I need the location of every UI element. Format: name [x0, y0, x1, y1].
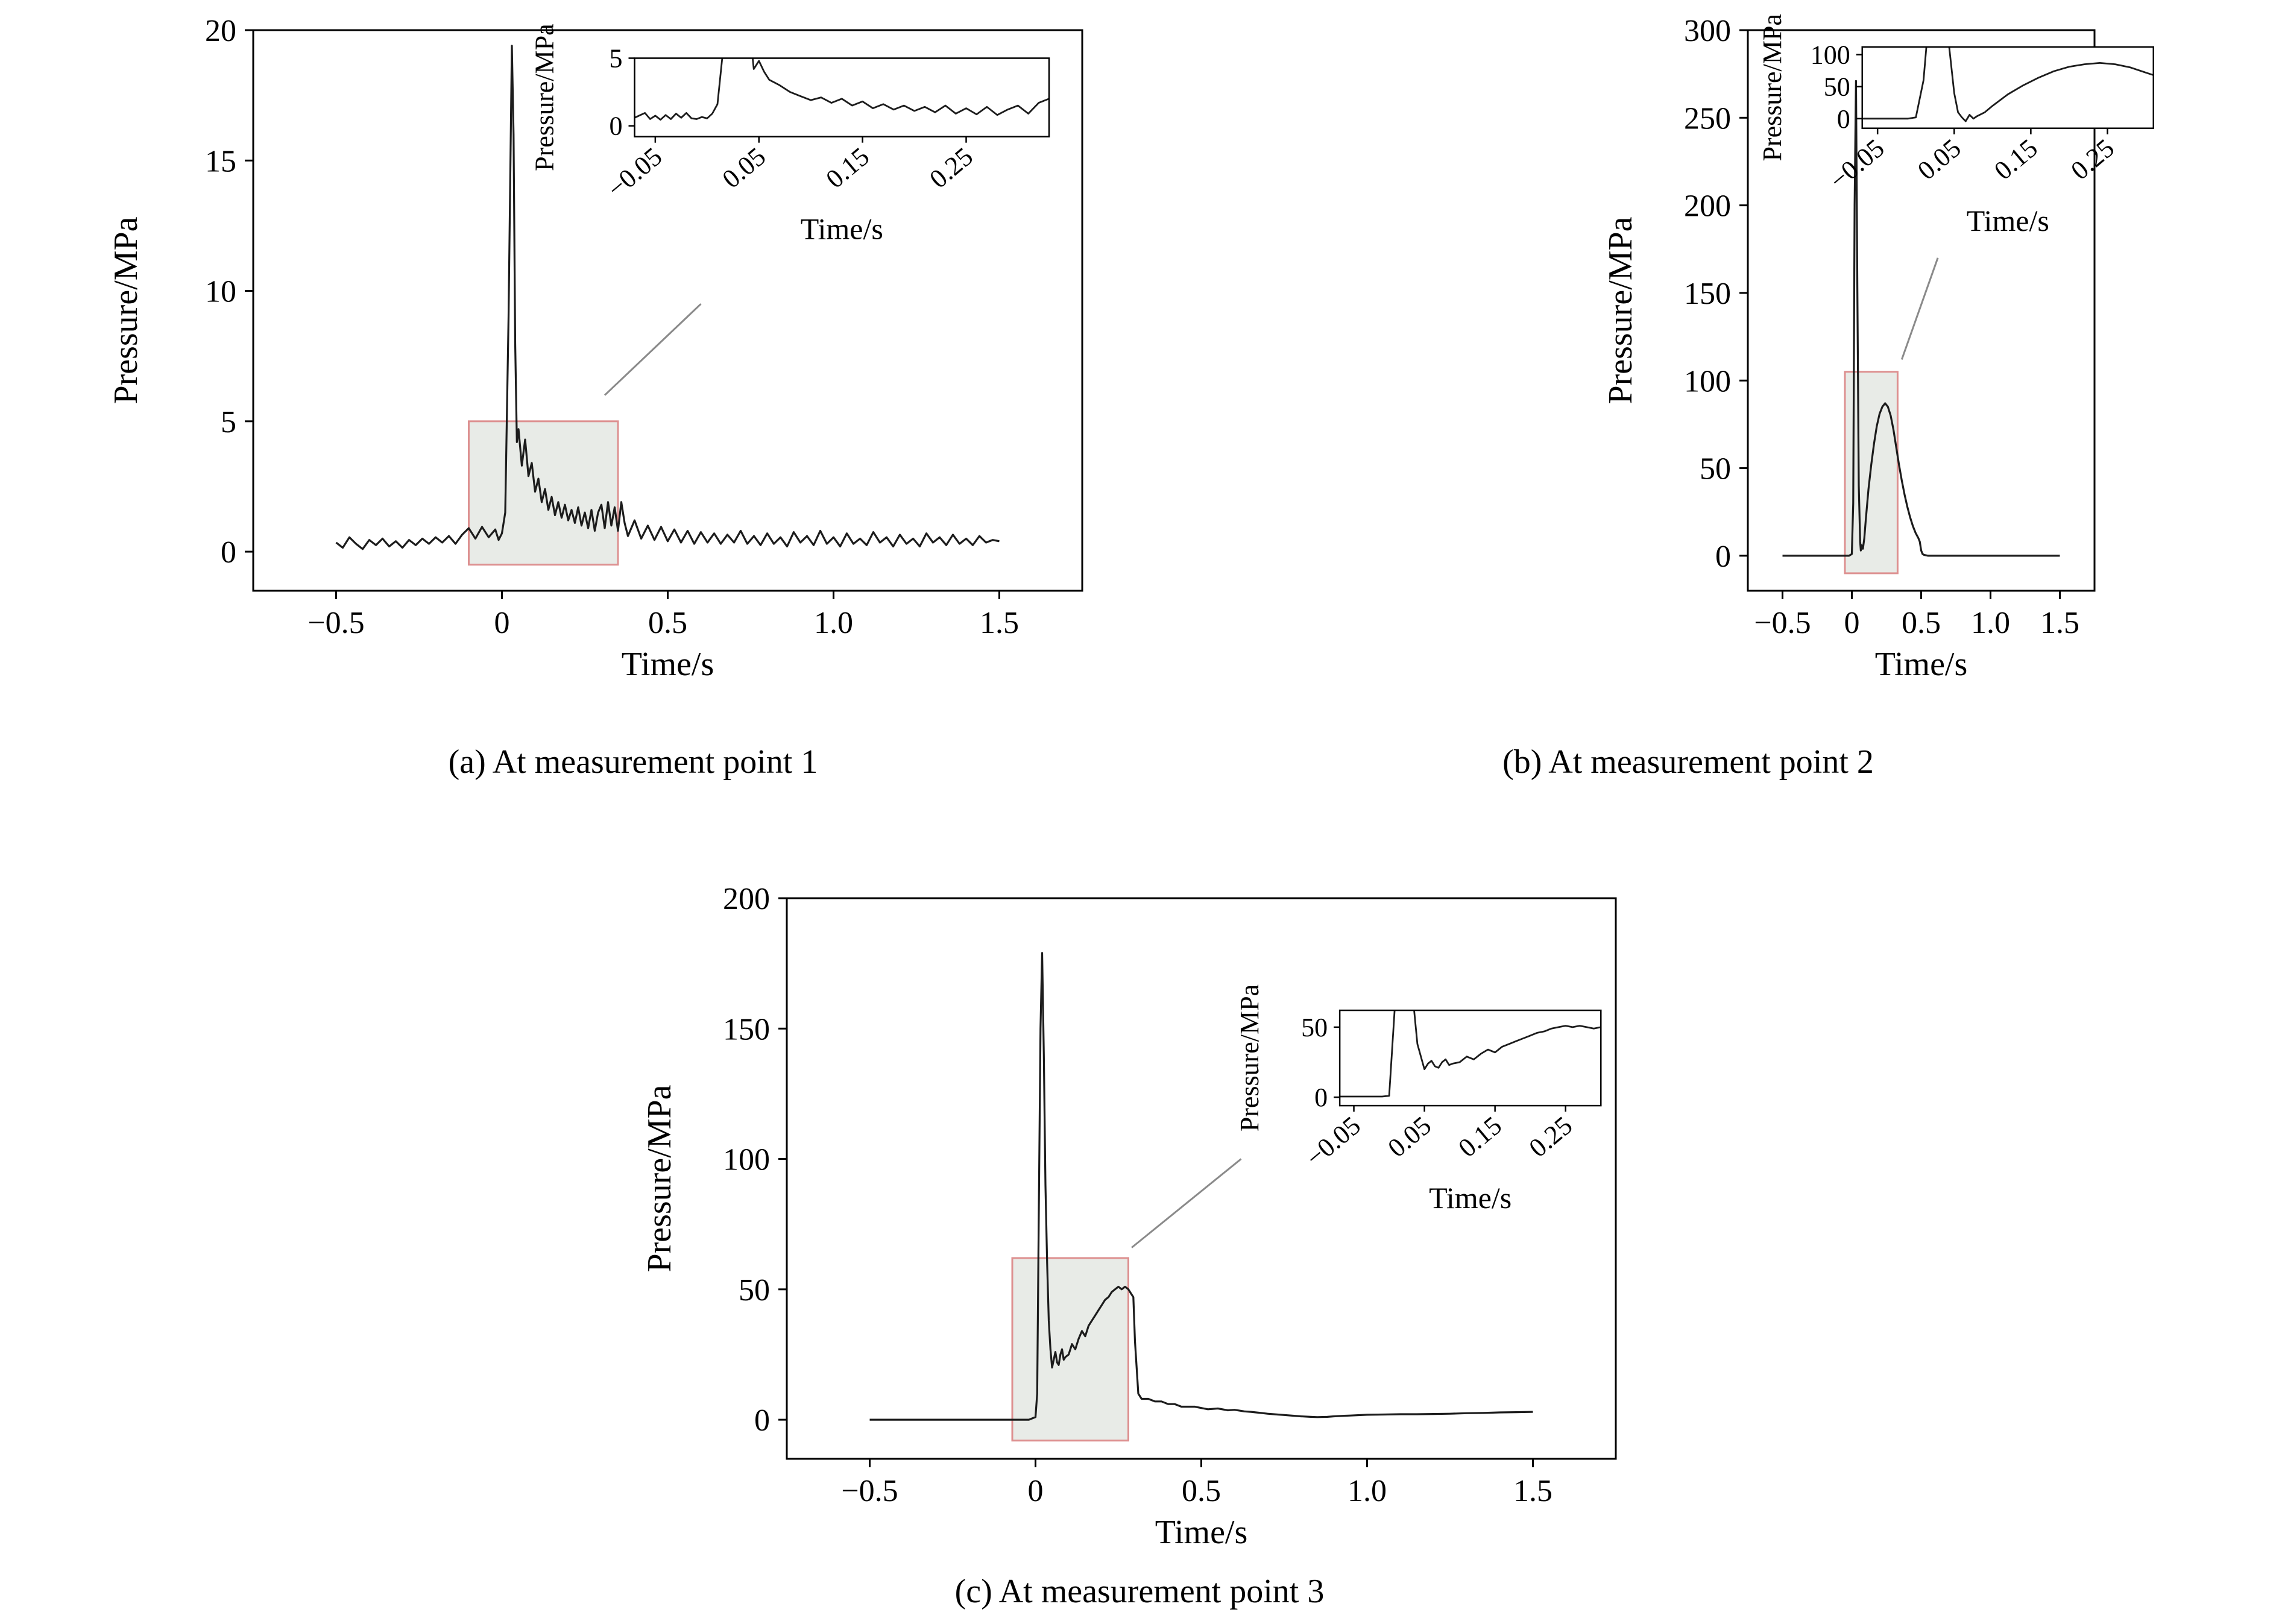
inset-y-tick-label: 50 — [1824, 72, 1850, 102]
x-tick-label: 1.5 — [1513, 1474, 1552, 1508]
caption-a: (a) At measurement point 1 — [448, 743, 818, 781]
inset-x-tick-label: −0.05 — [602, 142, 668, 204]
y-tick-label: 200 — [723, 882, 770, 916]
inset-y-tick-label: 0 — [610, 112, 623, 141]
inset-x-tick-label: −0.05 — [1300, 1110, 1366, 1172]
inset-x-tick-label: 0.25 — [924, 142, 978, 194]
chart-a: −0.5 0 0.5 1.0 1.5 0 5 10 15 20 Time/s Pressure/MPa… — [107, 14, 1083, 681]
axis-box — [786, 897, 1617, 1460]
x-tick-label: 1.5 — [2040, 606, 2079, 640]
inset-pressure-curve — [1340, 1010, 1601, 1098]
inset-y-axis-label: Pressure/MPa — [1757, 14, 1787, 161]
x-tick-label: 0 — [494, 606, 510, 640]
y-tick-label: 250 — [1684, 101, 1731, 136]
inset-y-tick-label: 0 — [1314, 1083, 1328, 1112]
x-tick-label: 1.0 — [1971, 606, 2010, 640]
y-tick-label: 100 — [1684, 364, 1731, 398]
y-axis-label: Pressure/MPa — [107, 216, 145, 404]
x-tick-label: 0 — [1844, 606, 1860, 640]
chart-c: −0.5 0 0.5 1.0 1.5 0 50 100 150 200 Time/s Pressure… — [641, 882, 1617, 1549]
panel-c: −0.5 0 0.5 1.0 1.5 0 50 100 150 200 Time/s Pressure… — [627, 874, 1652, 1549]
inset-x-axis-label: Time/s — [1967, 204, 2049, 238]
inset-axis-box — [634, 57, 1050, 137]
zoom-connector-line — [1900, 257, 1939, 360]
y-tick-label: 10 — [205, 275, 236, 309]
inset-pressure-curve — [1862, 46, 2154, 122]
inset-y-tick-label: 50 — [1301, 1013, 1328, 1042]
x-axis-label: Time/s — [1155, 1514, 1248, 1549]
pressure-curve — [1782, 80, 2060, 557]
inset-y-tick-label: 0 — [1837, 104, 1850, 134]
x-tick-label: 0.5 — [1182, 1474, 1221, 1508]
inset-x-tick-label: 0.15 — [1988, 133, 2043, 186]
inset-x-axis-label: Time/s — [801, 212, 883, 246]
y-tick-label: 50 — [1700, 452, 1731, 486]
inset-y-axis-label: Pressure/MPa — [1235, 984, 1264, 1131]
y-tick-label: 0 — [1715, 540, 1731, 574]
y-tick-label: 50 — [739, 1273, 770, 1308]
x-tick-label: −0.5 — [841, 1474, 898, 1508]
x-tick-label: 1.0 — [814, 606, 853, 640]
panel-b: −0.5 0 0.5 1.0 1.5 0 50 100 150 200 250 300 Time/s Pr… — [1588, 6, 2191, 681]
zoom-connector-line — [1131, 1158, 1242, 1248]
chart-b: −0.5 0 0.5 1.0 1.5050100150200250300Time/sPr… — [1602, 14, 2154, 681]
x-tick-label: −0.5 — [1754, 606, 1811, 640]
caption-b: (b) At measurement point 2 — [1502, 743, 1874, 781]
zoom-connector-line — [604, 303, 702, 396]
inset-x-tick-label: 0.15 — [821, 142, 875, 194]
inset-axis-box — [1861, 46, 2154, 130]
y-tick-label: 15 — [205, 144, 236, 178]
y-axis-label: Pressure/MPa — [641, 1084, 678, 1272]
y-tick-label: 100 — [723, 1143, 770, 1177]
y-tick-label: 150 — [723, 1012, 770, 1046]
inset-y-axis-label: Pressure/MPa — [530, 24, 560, 171]
panel-a: −0.5 0 0.5 1.0 1.5 0 5 10 15 20 Time/s Pressure/MPa… — [93, 6, 1118, 681]
pressure-curve — [335, 45, 1000, 550]
x-axis-label: Time/s — [1875, 646, 1968, 681]
inset-x-tick-label: 0.05 — [717, 142, 771, 194]
x-axis-label: Time/s — [622, 646, 714, 681]
x-tick-label: −0.5 — [307, 606, 364, 640]
caption-c: (c) At measurement point 3 — [954, 1573, 1325, 1610]
y-axis-label: Pressure/MPa — [1602, 216, 1639, 404]
inset-x-tick-label: 0.05 — [1382, 1110, 1437, 1163]
y-tick-label: 0 — [754, 1403, 770, 1438]
inset-x-tick-label: 0.25 — [2065, 133, 2119, 186]
inset-x-tick-label: 0.25 — [1524, 1110, 1578, 1163]
inset-pressure-curve — [634, 58, 1049, 121]
x-tick-label: 1.5 — [980, 606, 1019, 640]
x-tick-label: 0.5 — [648, 606, 687, 640]
y-tick-label: 20 — [205, 14, 236, 48]
inset-background — [1862, 46, 2154, 128]
y-tick-label: 300 — [1684, 14, 1731, 48]
x-tick-label: 0 — [1028, 1474, 1044, 1508]
y-tick-label: 0 — [221, 535, 236, 570]
y-tick-label: 5 — [221, 405, 236, 439]
inset-background — [634, 58, 1049, 137]
x-tick-label: 1.0 — [1348, 1474, 1387, 1508]
x-tick-label: 0.5 — [1902, 606, 1941, 640]
inset-x-tick-label: 0.15 — [1453, 1110, 1507, 1163]
inset-y-tick-label: 100 — [1811, 40, 1850, 70]
inset-axis-box — [1338, 1009, 1602, 1107]
pressure-curve — [869, 952, 1533, 1421]
inset-x-axis-label: Time/s — [1429, 1181, 1511, 1215]
inset-x-tick-label: 0.05 — [1912, 133, 1966, 186]
y-tick-label: 200 — [1684, 189, 1731, 224]
y-tick-label: 150 — [1684, 277, 1731, 311]
inset-y-tick-label: 5 — [610, 44, 623, 74]
